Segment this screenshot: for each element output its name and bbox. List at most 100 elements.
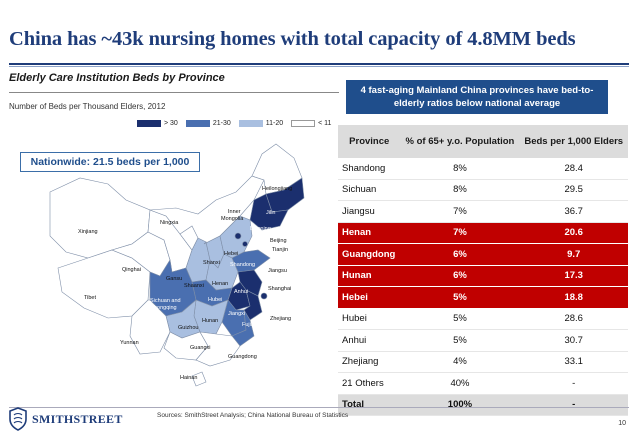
map-label-tibet: Tibet [84, 295, 96, 301]
map-label-hainan: Hainan [180, 375, 197, 381]
map-label-hunan: Hunan [202, 318, 218, 324]
cell-pct: 6% [400, 243, 520, 266]
province-guangdong [195, 331, 241, 367]
cell-pct: 5% [400, 308, 520, 330]
title-rule [9, 63, 629, 65]
source-note: Sources: SmithStreet Analysis; China Nat… [157, 412, 349, 419]
cell-province: Hubei [338, 308, 401, 330]
legend-item-lt11: < 11 [291, 120, 331, 127]
province-shanghai [260, 292, 268, 300]
col-province: Province [338, 125, 401, 158]
map-label-beijing: Beijing [270, 238, 287, 244]
col-pct: % of 65+ y.o. Population [400, 125, 520, 158]
cell-province: Hunan [338, 265, 401, 287]
map-label-sichuan-2: Chongqing [150, 305, 177, 311]
cell-province: Jiangsu [338, 200, 401, 223]
legend-label: 21-30 [212, 120, 231, 127]
table-row: Hunan 6% 17.3 [338, 265, 628, 287]
cell-pct: 7% [400, 222, 520, 244]
map-label-sichuan: Sichuan and [150, 298, 181, 304]
map-label-gansu: Gansu [166, 276, 182, 282]
table-row: Shandong 8% 28.4 [338, 158, 628, 180]
cell-province: 21 Others [338, 372, 401, 395]
map-label-guangdong: Guangdong [228, 354, 257, 360]
table-row: Anhui 5% 30.7 [338, 329, 628, 352]
map-label-zhejiang: Zhejiang [270, 316, 291, 322]
province-liaoning [249, 193, 289, 231]
cell-beds: 28.6 [519, 308, 628, 330]
province-table: Province % of 65+ y.o. Population Beds p… [338, 125, 628, 416]
cell-province: Guangdong [338, 243, 401, 266]
legend-swatch [137, 120, 161, 127]
cell-beds: 17.3 [519, 265, 628, 287]
map-label-liaoning: Liaoning [250, 226, 271, 232]
table-row: Zhejiang 4% 33.1 [338, 351, 628, 373]
cell-pct: 8% [400, 158, 520, 180]
shield-logo-icon [9, 407, 27, 431]
cell-beds: 9.7 [519, 243, 628, 266]
company-logo: SMITHSTREET [8, 407, 123, 431]
title-rule-thin [9, 66, 629, 67]
legend-swatch [185, 120, 210, 127]
cell-pct: 8% [400, 179, 520, 201]
map-label-anhui: Anhui [234, 289, 248, 295]
legend-label: > 30 [164, 120, 178, 127]
subtitle-divider [9, 92, 339, 93]
total-pct: 100% [400, 394, 520, 416]
map-label-jiangxi: Jiangxi [228, 311, 245, 317]
map-label-hebei: Hebei [224, 251, 238, 257]
province-tianjin [242, 241, 248, 247]
cell-pct: 5% [400, 329, 520, 352]
map-units: Number of Beds per Thousand Elders, 2012 [9, 102, 166, 111]
slide-title: China has ~43k nursing homes with total … [9, 28, 576, 50]
map-subtitle: Elderly Care Institution Beds by Provinc… [9, 72, 225, 84]
col-beds: Beds per 1,000 Elders [519, 125, 628, 158]
province-beijing [234, 232, 242, 240]
table-row: Jiangsu 7% 36.7 [338, 200, 628, 223]
page-number: 10 [618, 420, 626, 427]
cell-beds: - [519, 372, 628, 395]
cell-province: Sichuan [338, 179, 401, 201]
cell-pct: 5% [400, 286, 520, 309]
total-beds: - [519, 394, 628, 416]
cell-beds: 20.6 [519, 222, 628, 244]
map-label-xinjiang: Xinjiang [78, 229, 98, 235]
cell-pct: 40% [400, 372, 520, 395]
table-row: Guangdong 6% 9.7 [338, 243, 628, 266]
table-row: Henan 7% 20.6 [338, 222, 628, 244]
cell-beds: 28.4 [519, 158, 628, 180]
cell-province: Zhejiang [338, 351, 401, 373]
table-row: Sichuan 8% 29.5 [338, 179, 628, 201]
map-label-yunnan: Yunnan [120, 340, 139, 346]
callout-box: 4 fast-aging Mainland China provinces ha… [346, 80, 608, 114]
cell-province: Anhui [338, 329, 401, 352]
legend-item-gt30: > 30 [137, 120, 178, 127]
map-label-guangxi: Guangxi [190, 345, 211, 351]
cell-beds: 30.7 [519, 329, 628, 352]
map-label-shanghai: Shanghai [268, 286, 291, 292]
province-hainan [191, 371, 207, 387]
legend-label: < 11 [318, 120, 332, 127]
cell-pct: 6% [400, 265, 520, 287]
table-row: 21 Others 40% - [338, 372, 628, 395]
table-row: Hebei 5% 18.8 [338, 286, 628, 309]
cell-province: Henan [338, 222, 401, 244]
table-total-row: Total 100% - [338, 394, 628, 416]
legend-swatch [291, 120, 316, 127]
map-label-ningxia: Ningxia [160, 220, 179, 226]
map-label-hubei: Hubei [208, 297, 222, 303]
cell-province: Hebei [338, 286, 401, 309]
map-label-jilin: Jilin [266, 210, 275, 216]
map-label-fujian: Fujian [242, 322, 257, 328]
map-label-heilongjiang: Heilongjiang [262, 186, 292, 192]
table-row: Hubei 5% 28.6 [338, 308, 628, 330]
legend-item-11-20: 11-20 [238, 120, 283, 127]
footer-rule [9, 407, 629, 408]
cell-province: Shandong [338, 158, 401, 180]
map-label-shaanxi: Shaanxi [184, 283, 204, 289]
legend-item-21-30: 21-30 [185, 120, 231, 127]
map-label-guizhou: Guizhou [178, 325, 199, 331]
map-label-jiangsu: Jiangsu [268, 268, 287, 274]
cell-pct: 4% [400, 351, 520, 373]
total-province: Total [338, 394, 401, 416]
